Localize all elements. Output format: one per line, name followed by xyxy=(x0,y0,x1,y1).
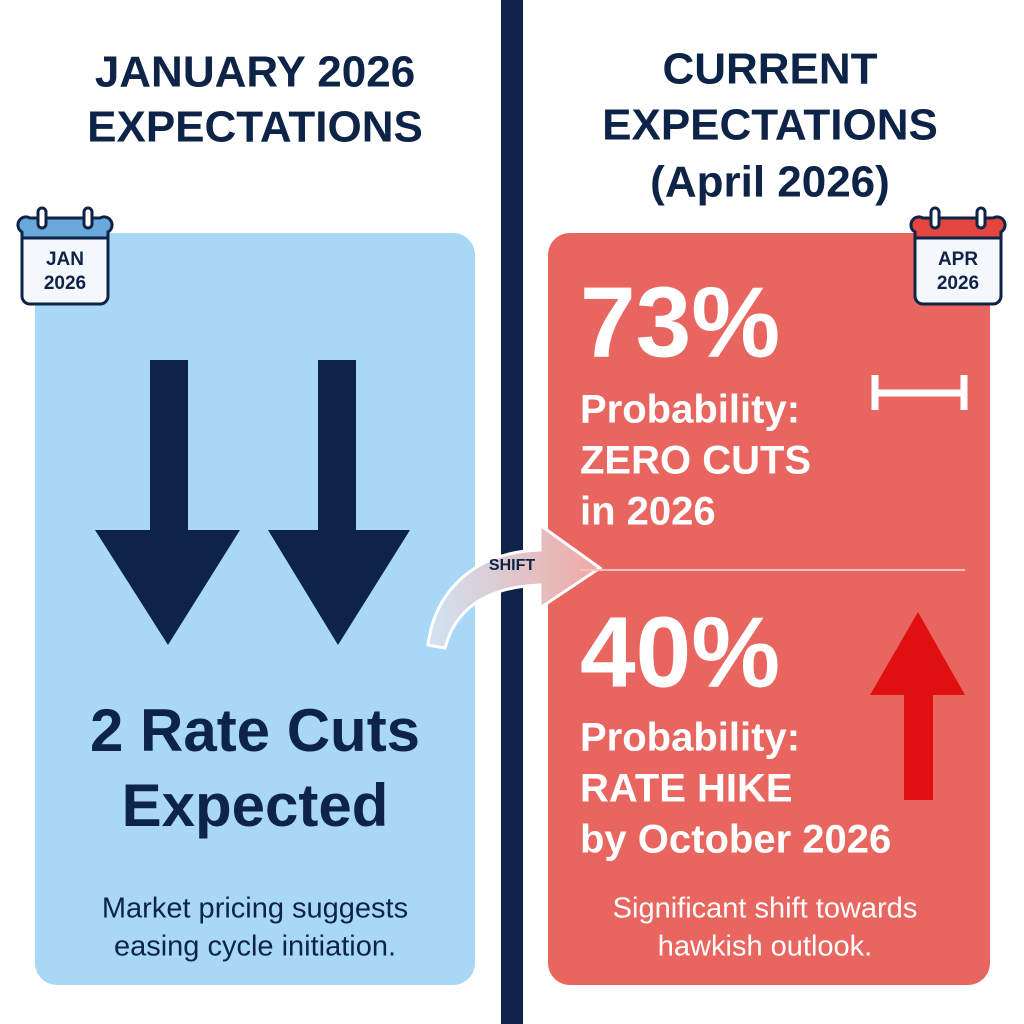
stat-label: Probability: xyxy=(580,388,800,432)
note: Market pricing suggests xyxy=(102,893,408,925)
right-panel xyxy=(548,233,990,985)
headline: Expected xyxy=(122,772,389,839)
calendar-year: 2026 xyxy=(44,273,86,294)
stat-label: RATE HIKE xyxy=(580,767,793,811)
calendar-month: JAN xyxy=(46,249,84,270)
left-title: EXPECTATIONS xyxy=(87,103,423,152)
left-title: JANUARY 2026 xyxy=(95,48,415,97)
calendar-icon: JAN 2026 xyxy=(16,206,114,306)
shift-label: SHIFT xyxy=(489,557,535,574)
note: easing cycle initiation. xyxy=(114,931,396,963)
divider xyxy=(501,0,523,1024)
left-panel xyxy=(35,233,475,985)
stat-label: ZERO CUTS xyxy=(580,439,811,483)
stat-label: in 2026 xyxy=(580,490,716,534)
right-title: CURRENT xyxy=(662,45,877,94)
calendar-icon: APR 2026 xyxy=(909,206,1007,306)
stat-value: 73% xyxy=(580,266,780,378)
down-arrow xyxy=(268,360,410,645)
headline: 2 Rate Cuts xyxy=(90,697,420,764)
up-arrow xyxy=(870,612,965,800)
right-title: (April 2026) xyxy=(650,158,890,207)
calendar-month: APR xyxy=(938,249,978,270)
note: hawkish outlook. xyxy=(658,931,872,963)
shift-arrow xyxy=(426,522,603,650)
note: Significant shift towards xyxy=(613,893,918,925)
stat-value: 40% xyxy=(580,596,780,708)
stat-label: by October 2026 xyxy=(580,818,891,862)
flat-icon xyxy=(871,375,968,410)
calendar-year: 2026 xyxy=(937,273,979,294)
down-arrow xyxy=(95,360,240,645)
right-title: EXPECTATIONS xyxy=(602,101,938,150)
stat-label: Probability: xyxy=(580,716,800,760)
